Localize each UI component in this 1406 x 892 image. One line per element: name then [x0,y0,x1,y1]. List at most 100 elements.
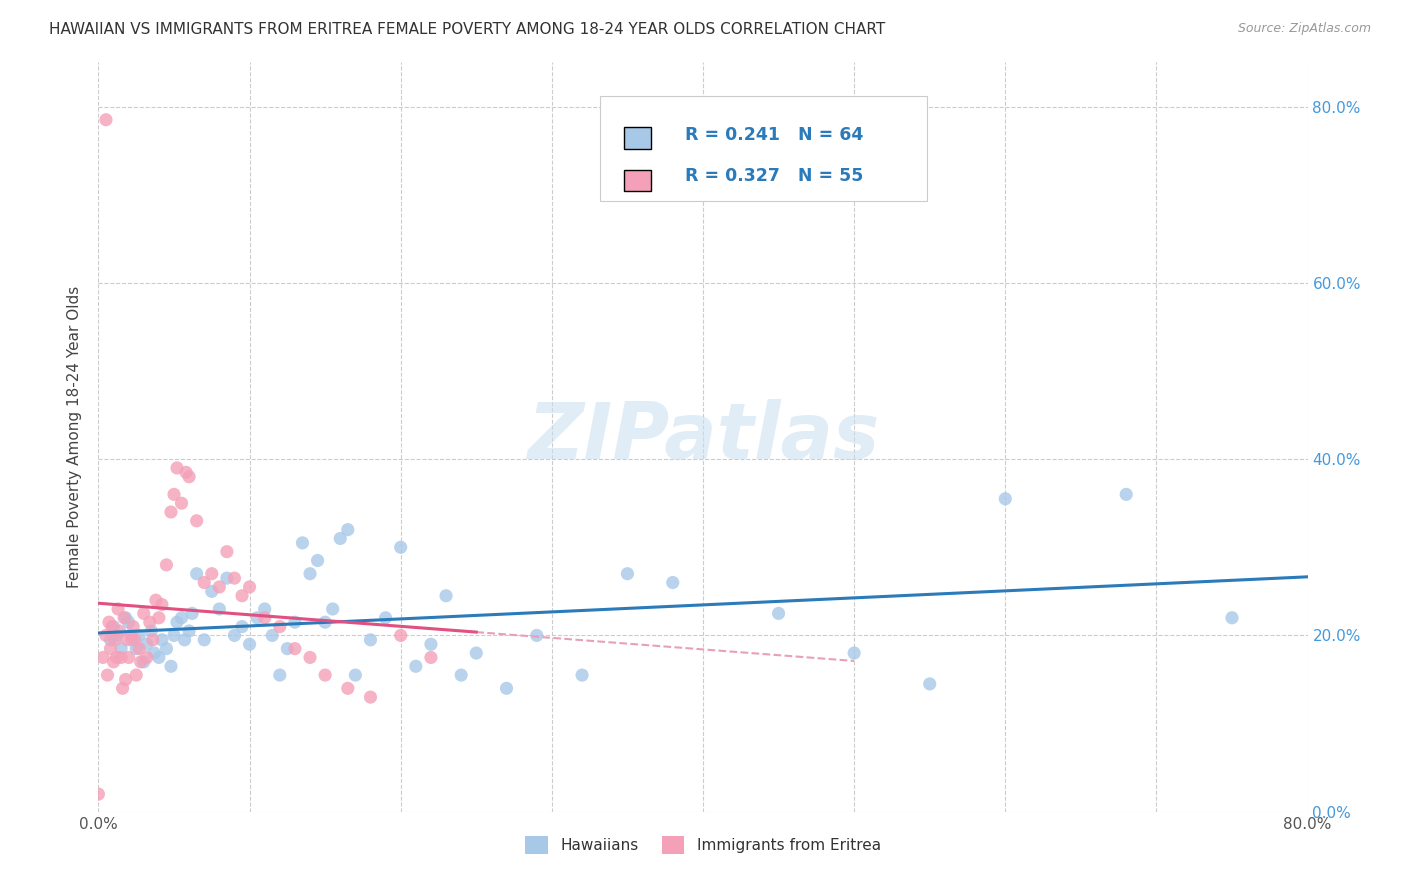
Point [98,615,121,630]
Point [276,641,298,656]
Point [768,607,790,621]
Point [94,628,117,642]
Point [135,650,157,665]
Point [291,536,314,550]
Point [100,641,122,656]
Point [389,628,412,642]
Point [571,668,593,682]
Point [314,668,336,682]
Point [163,628,186,642]
Point [1220,611,1243,625]
Point [103,655,125,669]
Point [495,681,517,696]
Point [148,611,170,625]
Point [114,673,136,687]
Point [262,628,284,642]
Point [103,619,125,633]
Point [118,615,141,630]
Point [142,632,165,647]
Point [661,575,683,590]
Point [201,566,224,581]
Point [314,615,336,630]
FancyBboxPatch shape [624,169,651,191]
Point [115,632,138,647]
Point [360,632,382,647]
Point [208,580,231,594]
Point [91,650,114,665]
Text: R = 0.327   N = 55: R = 0.327 N = 55 [685,168,863,186]
Point [110,641,132,656]
Text: Source: ZipAtlas.com: Source: ZipAtlas.com [1237,22,1371,36]
Point [135,637,157,651]
Point [155,558,177,572]
Point [405,659,427,673]
Point [307,553,329,567]
Point [246,611,269,625]
Point [128,628,150,642]
Point [105,628,128,642]
Point [208,602,231,616]
Point [239,637,262,651]
Point [224,628,246,642]
Point [450,668,472,682]
Point [181,607,204,621]
Point [374,611,396,625]
Point [125,668,148,682]
Point [299,650,322,665]
Point [215,571,238,585]
Point [121,628,143,642]
Point [105,650,128,665]
Point [128,641,150,656]
Point [344,668,367,682]
Point [129,655,152,669]
Point [150,598,173,612]
Point [253,611,276,625]
Text: ZIPatlas: ZIPatlas [527,399,879,475]
Point [150,632,173,647]
Point [173,632,195,647]
Point [101,619,124,633]
Point [132,607,155,621]
Point [994,491,1017,506]
Point [420,650,443,665]
Point [121,632,143,647]
Point [104,632,127,647]
Point [322,602,344,616]
Point [87,787,110,801]
Point [224,571,246,585]
Point [526,628,548,642]
Point [360,690,382,705]
Point [329,532,352,546]
Point [170,611,193,625]
Point [420,637,443,651]
Point [215,544,238,558]
Point [160,659,183,673]
Point [193,575,215,590]
Point [166,461,188,475]
Point [100,632,122,647]
Y-axis label: Female Poverty Among 18-24 Year Olds: Female Poverty Among 18-24 Year Olds [67,286,83,588]
Point [114,611,136,625]
Point [122,619,145,633]
Point [166,615,188,630]
Point [336,523,359,537]
Point [918,677,941,691]
Point [148,650,170,665]
Point [118,650,141,665]
Point [174,466,197,480]
Point [108,624,131,638]
Point [94,112,117,127]
Point [231,589,253,603]
Point [231,619,253,633]
Point [139,615,162,630]
Point [96,668,118,682]
Point [107,602,129,616]
Point [269,619,291,633]
Point [110,650,132,665]
FancyBboxPatch shape [600,96,927,201]
Point [1115,487,1137,501]
Point [145,593,167,607]
Point [155,641,177,656]
Point [253,602,276,616]
Point [465,646,488,660]
